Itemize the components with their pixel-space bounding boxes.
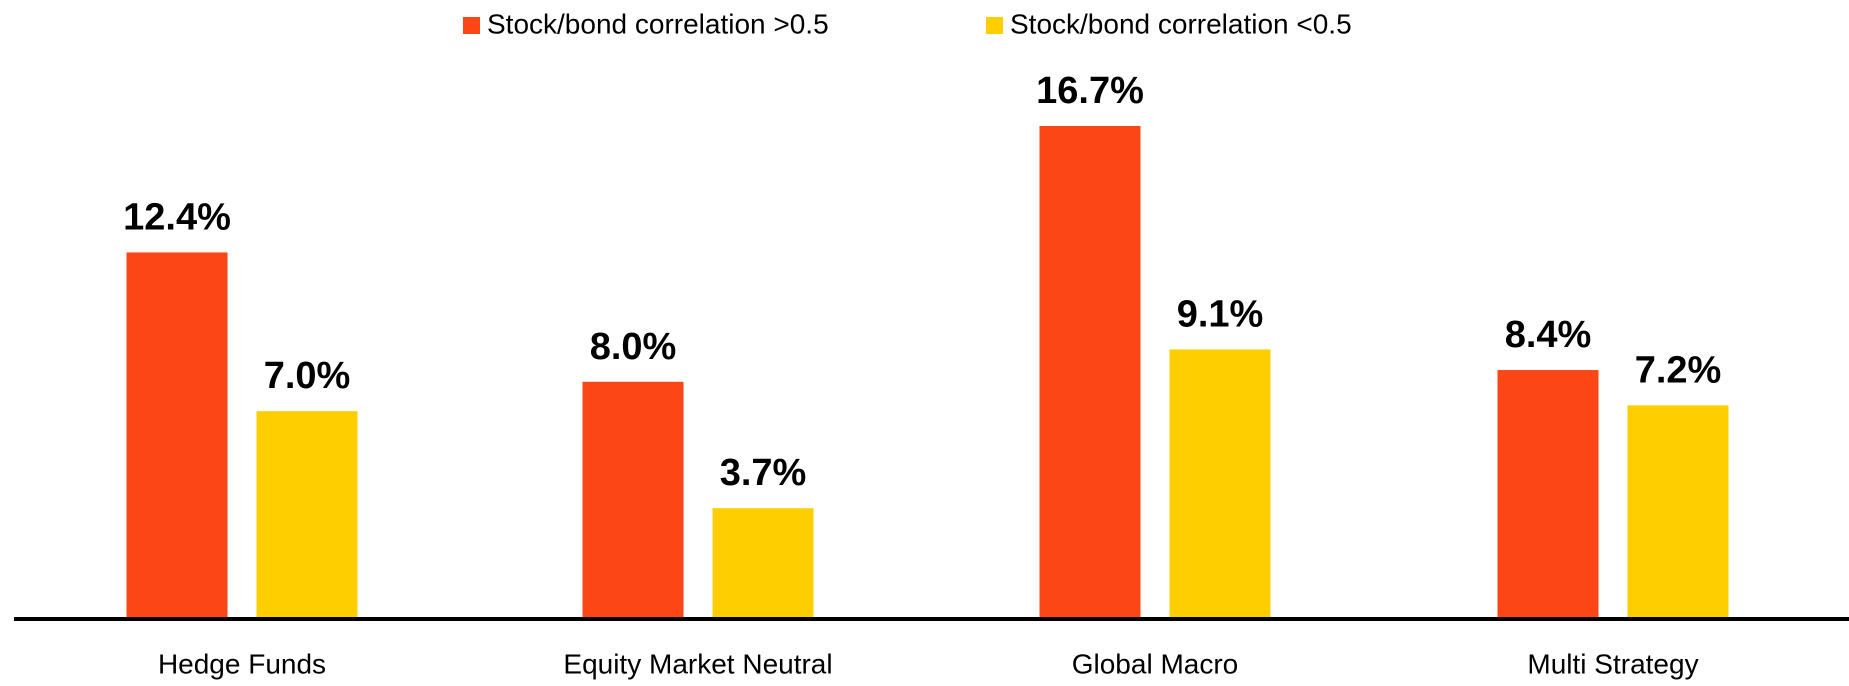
data-label: 12.4% bbox=[123, 196, 231, 238]
bar bbox=[1497, 370, 1599, 617]
bar bbox=[582, 381, 684, 617]
data-label: 7.0% bbox=[264, 355, 351, 397]
legend-label: Stock/bond correlation <0.5 bbox=[1010, 8, 1352, 39]
bar bbox=[126, 252, 228, 617]
legend-swatch bbox=[463, 17, 480, 34]
bar bbox=[712, 508, 814, 617]
bar bbox=[1039, 126, 1141, 617]
bar bbox=[1627, 405, 1729, 617]
x-tick-label: Hedge Funds bbox=[158, 648, 326, 679]
legend-swatch bbox=[986, 17, 1003, 34]
x-tick-label: Global Macro bbox=[1072, 648, 1239, 679]
legend-label: Stock/bond correlation >0.5 bbox=[487, 8, 829, 39]
data-label: 3.7% bbox=[720, 452, 807, 494]
data-label: 8.0% bbox=[590, 326, 677, 368]
x-tick-label: Multi Strategy bbox=[1527, 648, 1698, 679]
bar bbox=[1169, 349, 1271, 617]
data-label: 16.7% bbox=[1036, 70, 1144, 112]
bar bbox=[256, 411, 358, 617]
data-label: 9.1% bbox=[1177, 293, 1264, 335]
x-tick-label: Equity Market Neutral bbox=[563, 648, 832, 679]
data-label: 8.4% bbox=[1505, 314, 1592, 356]
data-label: 7.2% bbox=[1635, 349, 1722, 391]
